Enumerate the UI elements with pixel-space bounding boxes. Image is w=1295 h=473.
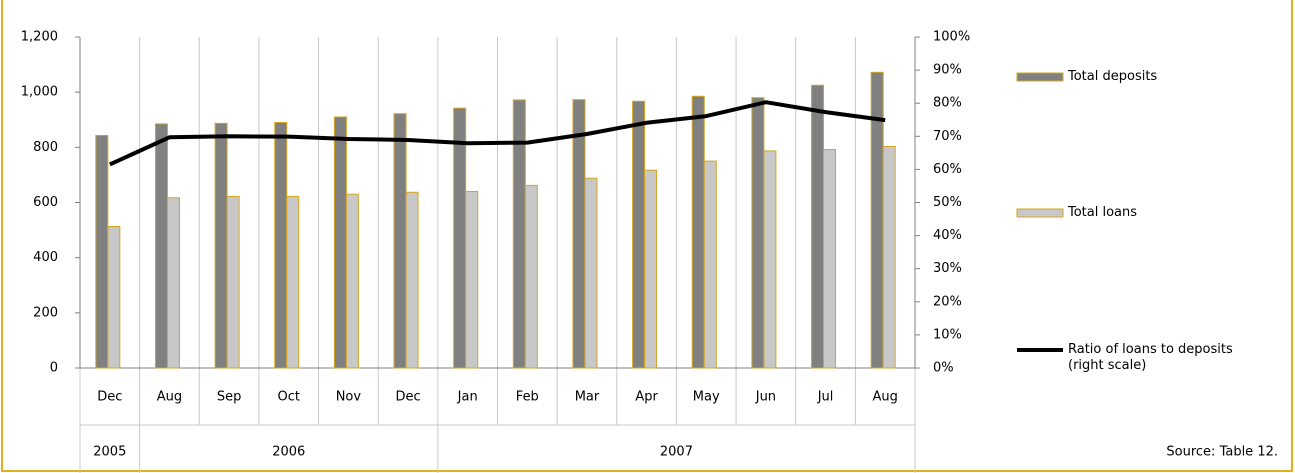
bar	[333, 116, 347, 369]
x-tick-label: Oct	[278, 390, 300, 405]
bar	[226, 195, 240, 369]
x-tick-label: Jan	[457, 390, 478, 405]
x-tick-label: Nov	[336, 390, 362, 405]
bar	[166, 197, 180, 369]
y2-tick-label: 50%	[933, 195, 962, 210]
bar	[703, 160, 717, 369]
y-tick-label: 1,000	[21, 85, 58, 100]
x-tick-label: Apr	[635, 390, 658, 405]
bar	[465, 190, 479, 369]
y2-tick-label: 10%	[933, 327, 962, 342]
y-tick-label: 1,200	[21, 30, 58, 45]
x-tick-label: Aug	[872, 390, 897, 405]
bar	[214, 122, 228, 369]
bar	[512, 99, 526, 369]
legend-swatch	[1016, 72, 1064, 82]
bar	[691, 95, 705, 369]
y2-tick-label: 40%	[933, 228, 962, 243]
x-tick-label: Jun	[755, 390, 776, 405]
bar	[107, 225, 121, 369]
y-tick-label: 200	[33, 305, 58, 320]
bar	[584, 177, 598, 369]
x-tick-label: Sep	[217, 390, 242, 405]
bar	[763, 150, 777, 369]
legend-label: Total deposits	[1068, 69, 1158, 84]
y2-tick-label: 20%	[933, 294, 962, 309]
bar	[811, 84, 825, 369]
y-tick-label: 600	[33, 195, 58, 210]
y2-tick-label: 80%	[933, 96, 962, 111]
x-tick-label: Jul	[817, 390, 834, 405]
bar	[632, 100, 646, 369]
bar	[274, 122, 288, 369]
year-label: 2005	[93, 445, 126, 460]
bar	[95, 134, 109, 369]
bar	[453, 107, 467, 369]
legend-label: Total loans	[1068, 205, 1138, 220]
y2-tick-label: 70%	[933, 129, 962, 144]
x-tick-label: May	[693, 390, 720, 405]
y2-tick-label: 60%	[933, 162, 962, 177]
bar	[882, 146, 896, 369]
bar	[345, 193, 359, 369]
bar	[393, 113, 407, 369]
bar	[572, 99, 586, 369]
year-label: 2007	[660, 445, 693, 460]
y-tick-label: 400	[33, 250, 58, 265]
bar	[823, 149, 837, 369]
y-tick-label: 800	[33, 140, 58, 155]
y-tick-label: 0	[50, 361, 58, 376]
legend-label: Ratio of loans to deposits (right scale)	[1068, 342, 1233, 373]
bar	[644, 169, 658, 369]
bar	[154, 123, 168, 369]
x-tick-label: Dec	[97, 390, 122, 405]
y2-tick-label: 0%	[933, 361, 954, 376]
y2-tick-label: 90%	[933, 63, 962, 78]
year-label: 2006	[272, 445, 305, 460]
y2-tick-label: 30%	[933, 261, 962, 276]
bar	[286, 195, 300, 369]
line	[108, 100, 886, 167]
bar	[524, 184, 538, 369]
source: Source: Table 12.	[1166, 445, 1278, 460]
bar	[405, 191, 419, 369]
legend-swatch	[1016, 208, 1064, 218]
bar	[751, 97, 765, 369]
x-tick-label: Aug	[157, 390, 182, 405]
x-tick-label: Dec	[395, 390, 420, 405]
y2-tick-label: 100%	[933, 30, 970, 45]
x-tick-label: Mar	[575, 390, 600, 405]
x-tick-label: Feb	[516, 390, 539, 405]
